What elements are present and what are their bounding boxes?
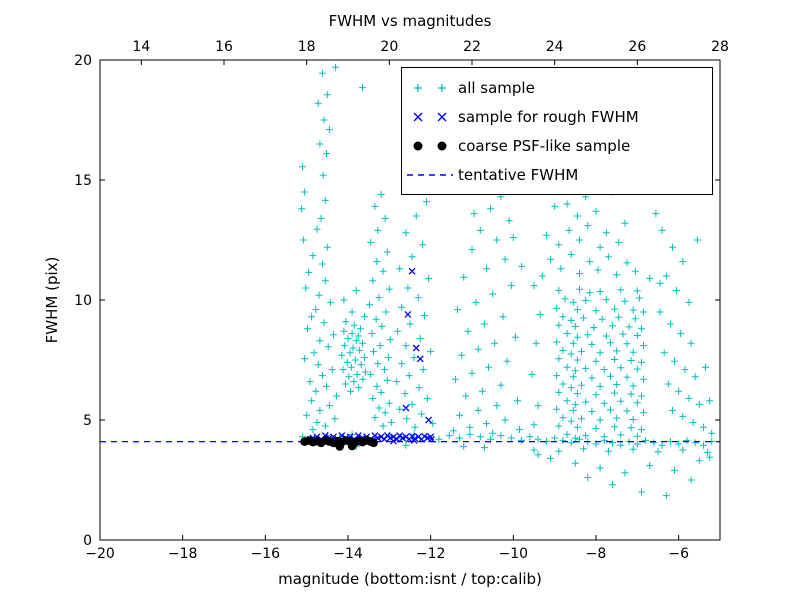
- legend-entry-psf-like: coarse PSF-like sample: [402, 131, 712, 160]
- x-tick-label: −20: [85, 546, 115, 562]
- top-tick-label: 20: [380, 39, 398, 55]
- legend: all sample sample for rough FWHM coarse …: [401, 67, 713, 195]
- legend-entry-rough-fwhm: sample for rough FWHM: [402, 102, 712, 131]
- x-tick-label: −10: [499, 546, 529, 562]
- series-all-sample: [298, 63, 716, 500]
- x-tick-label: −8: [586, 546, 607, 562]
- x-tick-label: −18: [168, 546, 198, 562]
- legend-label: tentative FWHM: [458, 165, 579, 184]
- chart-title: FWHM vs magnitudes: [328, 12, 492, 30]
- circle-marker-icon: [402, 136, 458, 156]
- top-tick-label: 16: [215, 39, 233, 55]
- top-tick-label: 22: [463, 39, 481, 55]
- y-tick-label: 0: [83, 533, 92, 549]
- x-axis-label: magnitude (bottom:isnt / top:calib): [278, 570, 542, 588]
- top-tick-label: 14: [132, 39, 150, 55]
- y-tick-label: 15: [74, 173, 92, 189]
- legend-label: coarse PSF-like sample: [458, 136, 631, 155]
- y-axis-label: FWHM (pix): [43, 256, 61, 344]
- top-tick-label: 18: [298, 39, 316, 55]
- legend-entry-all-sample: all sample: [402, 73, 712, 102]
- y-tick-label: 20: [74, 53, 92, 69]
- y-tick-label: 10: [74, 293, 92, 309]
- y-tick-label: 5: [83, 413, 92, 429]
- dashed-line-icon: [402, 165, 458, 185]
- legend-entry-tentative-fwhm: tentative FWHM: [402, 160, 712, 189]
- x-tick-label: −6: [668, 546, 689, 562]
- x-marker-icon: [402, 107, 458, 127]
- x-tick-label: −14: [333, 546, 363, 562]
- x-tick-label: −12: [416, 546, 446, 562]
- legend-label: all sample: [458, 78, 535, 97]
- plus-marker-icon: [402, 78, 458, 98]
- series-coarse-PSF-like-sample: [300, 436, 378, 451]
- series-sample-for-rough-FWHM: [307, 267, 435, 445]
- top-tick-label: 28: [711, 39, 729, 55]
- top-tick-label: 24: [546, 39, 564, 55]
- top-tick-label: 26: [628, 39, 646, 55]
- legend-label: sample for rough FWHM: [458, 107, 639, 126]
- x-tick-label: −16: [251, 546, 281, 562]
